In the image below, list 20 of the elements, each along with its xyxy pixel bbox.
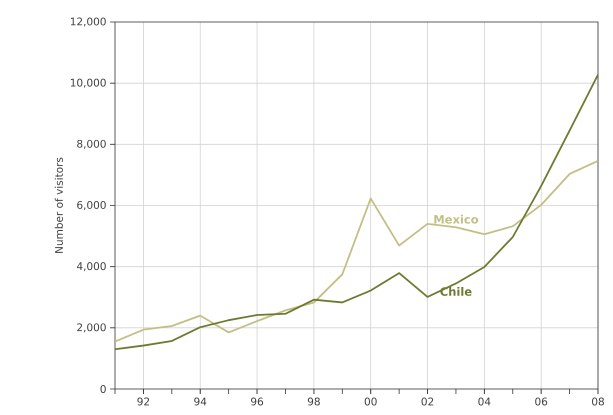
line-series bbox=[115, 74, 598, 350]
x-tick-label: 94 bbox=[194, 398, 206, 406]
x-tick-label: 96 bbox=[251, 398, 264, 406]
y-tick-label: 8,000 bbox=[77, 140, 106, 149]
x-tick-label: 00 bbox=[364, 398, 377, 406]
series-label: Mexico bbox=[434, 214, 478, 224]
x-tick-label: 92 bbox=[137, 398, 150, 406]
x-tick-label: 04 bbox=[478, 398, 490, 406]
x-tick-label: 98 bbox=[308, 398, 320, 406]
x-tick-label: 08 bbox=[592, 398, 604, 406]
y-axis-title: Number of visitors bbox=[54, 158, 63, 253]
y-tick-label: 10,000 bbox=[70, 78, 106, 88]
x-tick-label: 02 bbox=[422, 398, 434, 406]
y-tick-label: 6,000 bbox=[77, 200, 106, 210]
y-tick-label: 4,000 bbox=[76, 262, 106, 272]
y-tick-label: 12,000 bbox=[70, 17, 106, 26]
x-tick-label: 06 bbox=[535, 398, 548, 406]
y-tick-label: 0 bbox=[100, 385, 106, 393]
line-series bbox=[115, 160, 598, 342]
y-tick-label: 2,000 bbox=[77, 323, 106, 332]
